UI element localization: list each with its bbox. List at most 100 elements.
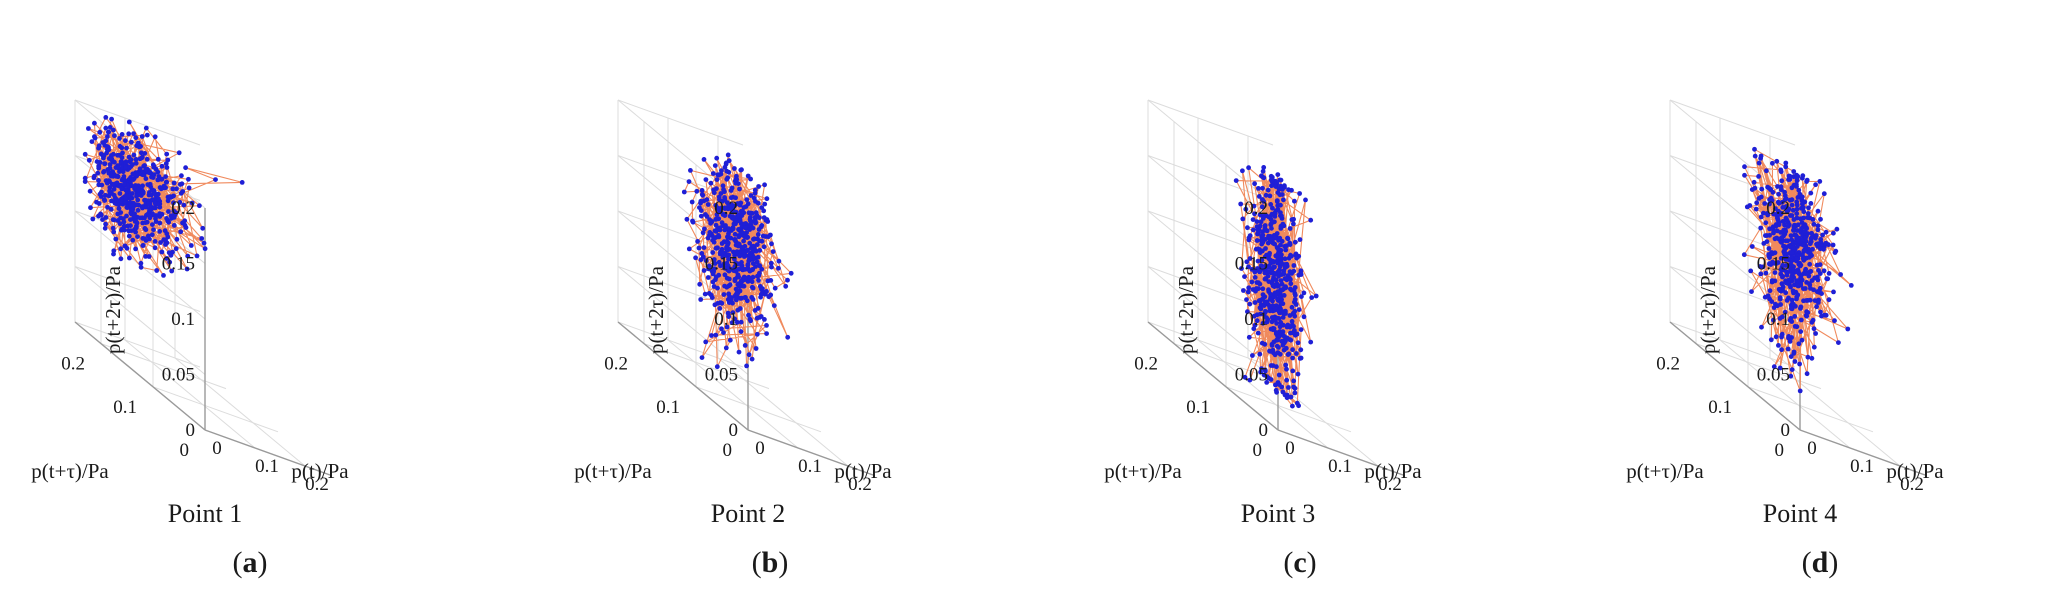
data-point <box>727 247 732 252</box>
data-point <box>732 231 738 237</box>
data-point <box>1775 184 1780 189</box>
data-point <box>1798 329 1804 334</box>
data-point <box>726 300 732 305</box>
data-point <box>681 189 687 195</box>
data-point <box>1830 242 1836 248</box>
data-point <box>722 205 728 211</box>
data-point <box>184 266 190 272</box>
data-point <box>1761 210 1766 216</box>
data-point <box>131 214 137 219</box>
data-point <box>165 157 171 163</box>
z-tick-label: 0 <box>1259 420 1269 441</box>
data-point <box>165 198 171 204</box>
data-point <box>1270 327 1276 333</box>
data-point <box>1767 261 1772 266</box>
data-point <box>1778 167 1784 173</box>
data-point <box>759 223 765 228</box>
panel-caption: (a) <box>233 546 268 579</box>
data-point <box>1784 270 1790 276</box>
data-point <box>770 249 776 255</box>
data-point <box>698 213 704 219</box>
data-point <box>183 225 189 231</box>
data-point <box>1813 331 1818 336</box>
data-point <box>164 165 170 170</box>
data-point <box>723 160 729 166</box>
data-point <box>1257 269 1263 275</box>
data-point <box>1291 384 1297 390</box>
data-point <box>1243 206 1249 212</box>
data-point <box>1766 253 1772 259</box>
data-point <box>757 270 762 276</box>
data-point <box>744 235 750 241</box>
data-point <box>1773 334 1779 340</box>
data-point <box>704 214 710 219</box>
data-point <box>1801 248 1807 254</box>
data-point <box>699 251 705 256</box>
data-point <box>748 318 753 324</box>
data-point <box>1262 299 1268 305</box>
data-point <box>714 212 720 218</box>
data-point <box>702 291 708 297</box>
data-point <box>127 217 133 223</box>
data-point <box>1292 292 1298 298</box>
data-point <box>720 183 726 189</box>
data-point <box>239 180 245 185</box>
data-point <box>1796 341 1802 347</box>
data-point <box>119 226 125 232</box>
data-point <box>1782 254 1787 260</box>
data-point <box>150 197 155 202</box>
data-point <box>751 236 756 242</box>
data-point <box>745 173 751 179</box>
data-point <box>785 334 791 340</box>
data-point <box>699 355 705 360</box>
data-point <box>684 216 690 222</box>
data-point <box>166 219 172 225</box>
data-point <box>1794 184 1799 189</box>
data-point <box>134 173 140 179</box>
data-point <box>1770 189 1776 195</box>
data-point <box>1810 246 1815 252</box>
data-point <box>748 193 754 198</box>
data-point <box>1274 337 1280 343</box>
y-axis-label: p(t+τ)/Pa <box>31 459 109 483</box>
data-point <box>1275 172 1281 178</box>
data-point <box>1801 205 1806 211</box>
data-point <box>756 184 761 189</box>
data-point <box>1254 224 1260 230</box>
data-point <box>716 172 722 178</box>
data-point <box>161 273 166 278</box>
data-point <box>756 263 762 268</box>
data-point <box>130 171 136 177</box>
data-point <box>769 264 774 270</box>
data-point <box>177 199 183 205</box>
data-point <box>130 162 136 167</box>
data-point <box>1260 168 1266 174</box>
data-point <box>1276 186 1282 192</box>
data-point <box>1823 229 1829 235</box>
data-point <box>181 202 187 208</box>
data-point <box>1789 274 1794 280</box>
data-point <box>1247 256 1253 261</box>
data-point <box>1242 274 1247 279</box>
data-point <box>1251 313 1257 319</box>
data-point <box>1752 185 1758 191</box>
data-point <box>135 234 140 240</box>
y-axis-line <box>617 321 749 431</box>
data-point <box>1811 344 1817 350</box>
data-point <box>128 203 134 208</box>
data-point <box>151 205 156 211</box>
data-point <box>1845 326 1851 332</box>
caption-letter: d <box>1812 546 1829 579</box>
data-point <box>1282 262 1288 267</box>
grid-line <box>174 357 306 467</box>
data-point <box>1790 245 1796 250</box>
data-point <box>115 211 121 217</box>
data-point <box>788 270 794 276</box>
data-point <box>1266 214 1272 220</box>
data-point <box>1794 278 1800 283</box>
data-point <box>693 255 698 261</box>
data-point <box>785 277 790 283</box>
data-point <box>726 226 731 232</box>
data-point <box>107 125 113 130</box>
data-point <box>727 337 733 343</box>
